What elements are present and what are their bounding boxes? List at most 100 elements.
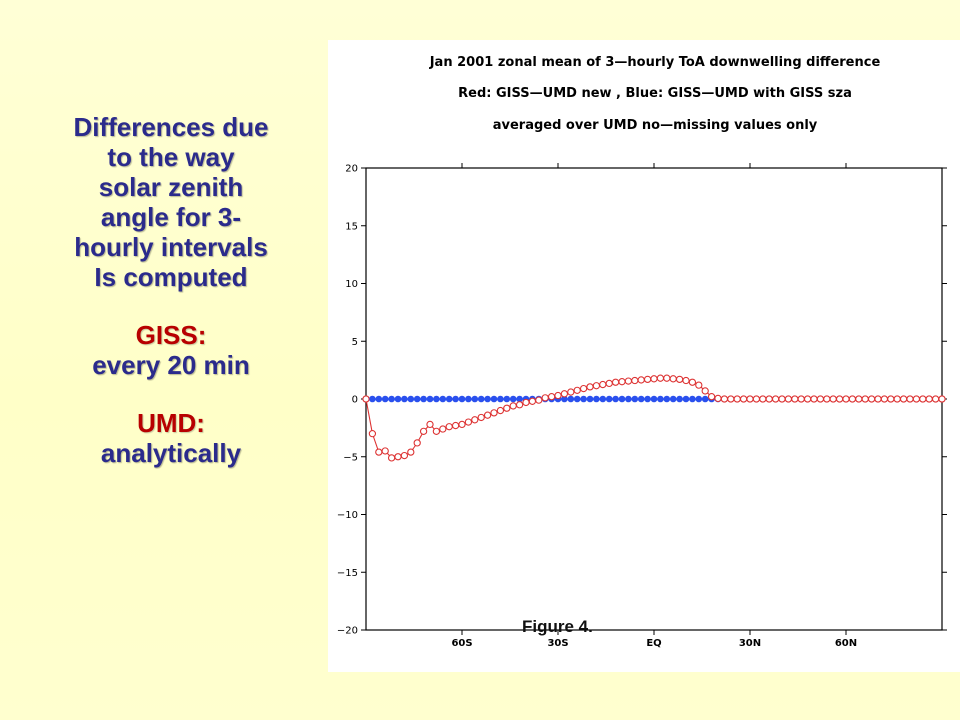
data-point [426, 420, 434, 429]
data-point [765, 395, 773, 403]
data-point [420, 395, 427, 403]
data-point [522, 398, 530, 407]
data-point [682, 376, 690, 385]
y-tick-label: −15 [337, 568, 358, 579]
data-point [611, 378, 620, 386]
data-point [490, 395, 498, 403]
data-point [592, 382, 601, 390]
data-point [752, 395, 761, 403]
data-point [381, 447, 389, 455]
zonal-mean-chart: Jan 2001 zonal mean of 3—hourly ToA down… [337, 55, 947, 649]
data-point [567, 388, 575, 396]
figure-caption: Figure 4. [522, 617, 593, 636]
data-point [689, 395, 696, 403]
data-point [413, 395, 421, 403]
data-point [644, 395, 651, 403]
data-point [663, 374, 671, 382]
data-point [861, 395, 869, 403]
data-point [784, 395, 793, 403]
data-point [810, 395, 818, 403]
data-point [656, 374, 665, 382]
x-tick-label: 60S [451, 638, 472, 649]
data-point [727, 395, 735, 403]
data-point [612, 395, 619, 403]
data-point [573, 395, 581, 403]
data-point [912, 395, 921, 403]
data-point [823, 395, 831, 403]
data-point [733, 395, 741, 403]
data-point [771, 395, 780, 403]
data-point [586, 395, 594, 403]
data-point [650, 395, 658, 403]
data-point [720, 395, 729, 403]
data-point [778, 395, 786, 403]
data-point [465, 395, 472, 403]
heading-line: to the way [107, 142, 235, 172]
data-point [919, 395, 927, 403]
y-tick-label: −10 [337, 510, 358, 521]
x-tick-label: 60N [835, 638, 857, 649]
data-point [682, 395, 690, 403]
data-point [561, 395, 568, 403]
data-point [407, 395, 415, 403]
data-point [867, 395, 876, 403]
data-point [490, 409, 498, 417]
data-point [605, 395, 613, 403]
data-point [509, 402, 517, 410]
data-point [803, 395, 812, 403]
slide-heading: Differences due to the way solar zenith … [40, 112, 302, 292]
data-point [739, 395, 748, 403]
data-point [452, 395, 459, 403]
chart-title: Jan 2001 zonal mean of 3—hourly ToA down… [429, 55, 881, 133]
data-point [624, 377, 633, 385]
data-point [637, 395, 645, 403]
data-point [387, 454, 396, 462]
y-tick-label: −20 [337, 626, 358, 637]
heading-line: hourly intervals [74, 232, 268, 262]
data-point [618, 378, 626, 386]
data-point [535, 396, 543, 404]
chart-title-line: Jan 2001 zonal mean of 3—hourly ToA down… [429, 55, 881, 70]
data-point [439, 425, 447, 433]
data-point [407, 448, 415, 456]
data-point [855, 395, 863, 403]
data-point [714, 394, 722, 403]
data-point [701, 395, 709, 403]
data-point [695, 381, 703, 389]
data-point [675, 375, 684, 384]
data-point [419, 427, 428, 435]
data-point [401, 395, 408, 403]
data-point [746, 395, 754, 403]
data-point [931, 395, 940, 403]
data-point [707, 393, 716, 401]
data-point [586, 383, 594, 391]
data-point [631, 395, 639, 403]
data-point [893, 395, 901, 403]
data-point [503, 404, 511, 412]
data-point [663, 395, 671, 403]
data-point [906, 395, 914, 403]
y-tick-label: 20 [345, 164, 358, 175]
data-point [874, 395, 882, 403]
data-point [496, 406, 505, 415]
x-tick-label: EQ [646, 638, 661, 649]
x-axis: 60S 30S EQ 30N 60N [451, 163, 857, 649]
data-point [471, 416, 479, 424]
data-point [925, 395, 933, 403]
data-point [394, 395, 402, 403]
data-point [599, 380, 607, 389]
series-line [365, 377, 942, 459]
data-point [458, 420, 466, 429]
x-tick-label: 30S [547, 638, 568, 649]
heading-line: Is computed [94, 262, 248, 292]
data-point [701, 387, 709, 395]
data-point [445, 423, 453, 431]
data-point [516, 395, 523, 403]
data-point [842, 395, 850, 403]
data-point [477, 395, 485, 403]
data-point [426, 395, 434, 403]
data-point [567, 395, 575, 403]
data-point [381, 395, 389, 403]
data-point [605, 379, 613, 388]
data-point [631, 376, 639, 385]
